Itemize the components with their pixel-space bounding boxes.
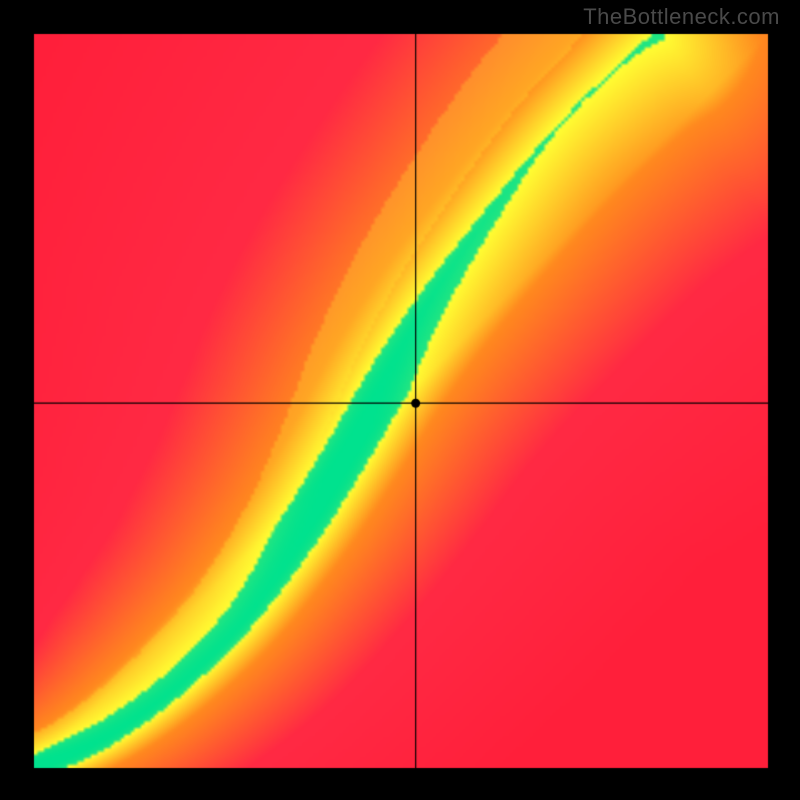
bottleneck-heatmap: [0, 0, 800, 800]
watermark-label: TheBottleneck.com: [583, 4, 780, 30]
chart-container: TheBottleneck.com: [0, 0, 800, 800]
